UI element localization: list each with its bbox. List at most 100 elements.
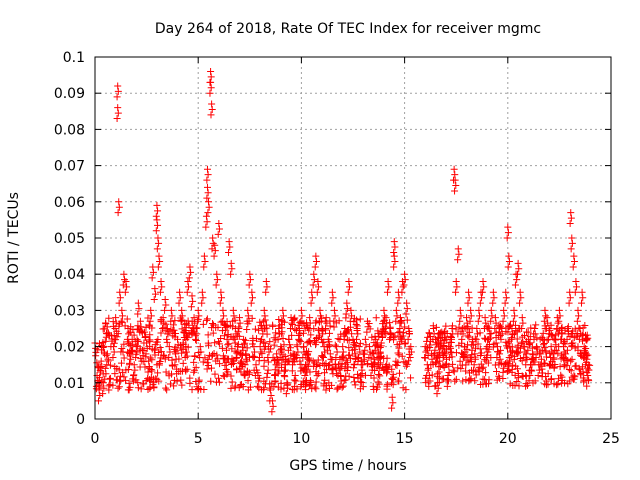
data-point: [114, 384, 122, 392]
data-point: [366, 348, 374, 356]
data-point: [258, 386, 266, 394]
data-point: [447, 335, 455, 343]
data-point: [223, 335, 231, 343]
data-point: [327, 355, 335, 363]
data-point: [177, 376, 185, 384]
data-point: [146, 354, 154, 362]
data-point: [191, 353, 199, 361]
data-point: [214, 355, 222, 363]
data-point: [518, 325, 526, 332]
data-point: [177, 317, 185, 325]
data-point: [549, 361, 557, 369]
data-point: [303, 368, 311, 376]
data-point: [290, 376, 298, 384]
data-point: [225, 355, 233, 363]
data-point: [425, 382, 433, 390]
data-point: [145, 357, 153, 365]
data-point: [432, 335, 440, 343]
data-point: [491, 325, 499, 332]
data-point: [335, 361, 343, 369]
data-point: [275, 325, 283, 332]
data-point: [304, 355, 312, 363]
data-point: [554, 375, 562, 383]
data-point: [432, 341, 440, 349]
data-point: [150, 346, 158, 354]
data-point: [341, 325, 349, 332]
data-point: [526, 372, 534, 380]
data-point: [178, 381, 186, 389]
data-point: [476, 345, 484, 353]
data-point: [342, 328, 350, 336]
data-point: [182, 343, 190, 351]
data-point: [159, 314, 167, 322]
data-point: [207, 67, 215, 75]
data-point: [345, 283, 353, 291]
data-point: [376, 353, 384, 361]
data-point: [102, 370, 110, 378]
data-point: [105, 375, 113, 383]
data-point: [427, 361, 435, 369]
data-point: [114, 109, 122, 117]
data-point: [470, 361, 478, 369]
data-point: [220, 312, 228, 320]
data-point: [151, 351, 159, 359]
data-point: [155, 239, 163, 247]
data-point: [519, 319, 527, 327]
data-point: [284, 384, 292, 392]
data-point: [207, 73, 215, 81]
data-point: [428, 355, 436, 363]
data-point: [355, 343, 363, 351]
data-point: [196, 353, 204, 361]
data-point: [195, 376, 203, 384]
data-point: [585, 366, 593, 374]
data-point: [111, 325, 119, 332]
data-point: [235, 325, 243, 332]
data-point: [433, 390, 441, 398]
data-point: [574, 343, 582, 351]
y-tick-label: 0.03: [54, 303, 85, 319]
data-point: [331, 360, 339, 368]
data-point: [471, 355, 479, 363]
data-point: [580, 343, 588, 351]
data-point: [193, 330, 201, 338]
data-point: [475, 306, 483, 314]
data-point: [489, 288, 497, 296]
data-point: [186, 263, 194, 271]
data-point: [513, 377, 521, 385]
data-point: [477, 381, 485, 389]
data-point: [495, 361, 503, 369]
data-point: [280, 372, 288, 380]
data-point: [513, 328, 521, 336]
data-point: [147, 312, 155, 320]
data-point: [122, 377, 130, 385]
data-point: [490, 294, 498, 302]
data-point: [517, 344, 525, 352]
data-point: [229, 334, 237, 342]
data-point: [407, 343, 415, 351]
data-point: [563, 346, 571, 354]
data-point: [514, 369, 522, 377]
data-point: [258, 335, 266, 343]
data-point: [340, 335, 348, 343]
data-point: [557, 335, 565, 343]
data-point: [208, 245, 216, 253]
data-point: [105, 386, 113, 394]
data-point: [515, 348, 523, 356]
data-point: [294, 348, 302, 356]
data-point: [373, 383, 381, 391]
y-tick-label: 0.1: [63, 50, 85, 66]
data-point: [489, 299, 497, 307]
data-point: [502, 338, 510, 346]
data-point: [474, 366, 482, 374]
data-point: [402, 359, 410, 367]
data-point: [221, 354, 229, 362]
data-point: [133, 348, 141, 356]
data-point: [581, 348, 589, 356]
data-point: [134, 299, 142, 307]
data-point: [246, 276, 254, 284]
data-point: [166, 380, 174, 388]
data-point: [367, 372, 375, 380]
data-point: [525, 377, 533, 385]
data-point: [187, 303, 195, 311]
data-point: [129, 375, 137, 383]
